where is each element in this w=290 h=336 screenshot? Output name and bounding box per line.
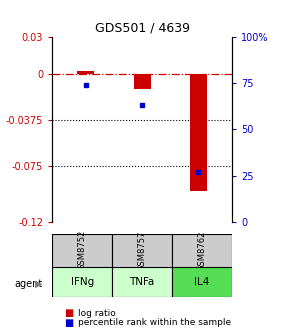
Text: agent: agent xyxy=(14,279,43,289)
Bar xyxy=(52,234,112,267)
Text: GSM8762: GSM8762 xyxy=(197,230,206,270)
Text: IFNg: IFNg xyxy=(70,277,94,287)
Bar xyxy=(190,74,207,191)
Text: ▶: ▶ xyxy=(35,279,42,289)
Title: GDS501 / 4639: GDS501 / 4639 xyxy=(95,22,190,34)
Text: GSM8752: GSM8752 xyxy=(78,230,87,270)
Text: GSM8757: GSM8757 xyxy=(137,230,147,270)
Text: IL4: IL4 xyxy=(194,277,210,287)
Text: ■: ■ xyxy=(64,318,73,328)
Text: TNFa: TNFa xyxy=(129,277,155,287)
Bar xyxy=(112,234,172,267)
Bar xyxy=(52,267,112,297)
Text: log ratio: log ratio xyxy=(78,309,116,318)
Bar xyxy=(172,234,232,267)
Bar xyxy=(134,74,151,89)
Bar xyxy=(112,267,172,297)
Bar xyxy=(172,267,232,297)
Text: ■: ■ xyxy=(64,308,73,318)
Text: percentile rank within the sample: percentile rank within the sample xyxy=(78,318,231,327)
Bar xyxy=(77,72,94,74)
